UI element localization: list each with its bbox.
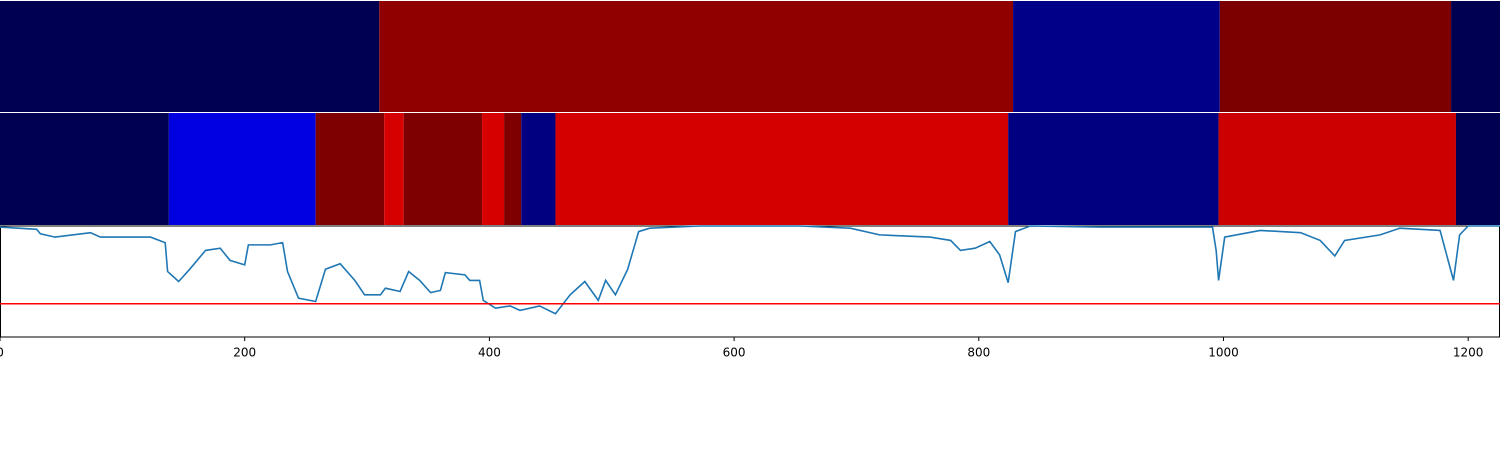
x-tick-label: 0 bbox=[0, 346, 4, 360]
segment bbox=[379, 1, 1014, 112]
x-tick-label: 400 bbox=[478, 346, 501, 360]
segment bbox=[1013, 1, 1220, 112]
x-tick-label: 1200 bbox=[1453, 346, 1484, 360]
segment bbox=[315, 113, 385, 225]
signal-line bbox=[0, 225, 1500, 315]
segment bbox=[504, 113, 522, 225]
segment bbox=[482, 113, 505, 225]
x-tick-label: 200 bbox=[233, 346, 256, 360]
segment bbox=[403, 113, 483, 225]
segment bbox=[168, 113, 316, 225]
x-tick-label: 800 bbox=[967, 346, 990, 360]
x-tick-label: 600 bbox=[723, 346, 746, 360]
segment bbox=[521, 113, 556, 225]
segment bbox=[384, 113, 404, 225]
x-tick-label: 1000 bbox=[1208, 346, 1239, 360]
segment bbox=[555, 113, 1009, 225]
segment bbox=[1451, 1, 1500, 112]
segment bbox=[0, 113, 169, 225]
segment bbox=[1219, 1, 1452, 112]
line-panel bbox=[0, 225, 1500, 338]
segment bbox=[1008, 113, 1219, 225]
segment bbox=[0, 1, 380, 112]
segment bbox=[1218, 113, 1456, 225]
segment bbox=[1455, 113, 1500, 225]
